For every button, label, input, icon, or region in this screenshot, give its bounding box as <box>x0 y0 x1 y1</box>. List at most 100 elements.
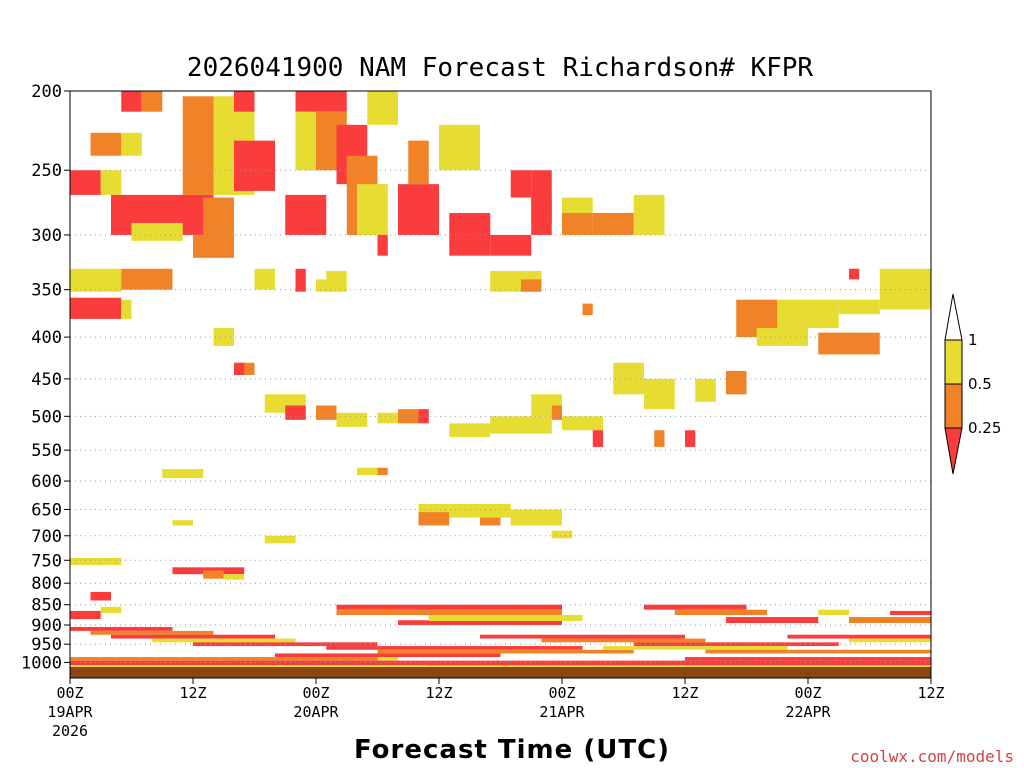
ri-cell-113 <box>480 634 685 639</box>
ri-cell-105 <box>90 630 214 635</box>
ri-cell-101 <box>818 609 849 616</box>
legend-arrow-bottom <box>944 427 963 475</box>
ri-cell-111 <box>275 653 501 658</box>
xtick-label-6-0: 00Z <box>794 684 821 702</box>
ri-cell-70 <box>613 362 644 395</box>
ytick-label-1000: 1000 <box>21 653 62 673</box>
ri-cell-24 <box>439 124 480 171</box>
xtick-label-0-1: 19APR <box>47 703 93 721</box>
xtick-label-5-0: 12Z <box>671 684 698 702</box>
color-legend: 1 0.5 0.25 <box>944 293 1001 475</box>
ri-cell-80 <box>418 512 450 526</box>
ri-cell-26 <box>449 212 491 256</box>
ytick-label-950: 950 <box>31 635 62 655</box>
ri-cell-13 <box>234 91 255 112</box>
ri-cell-0 <box>70 170 101 195</box>
ri-cell-116 <box>603 646 788 650</box>
ri-cell-14 <box>295 91 347 112</box>
ri-cell-117 <box>685 657 931 661</box>
ytick-label-400: 400 <box>31 328 62 348</box>
xtick-label-3-0: 12Z <box>425 684 452 702</box>
ri-cell-76 <box>162 469 204 479</box>
ri-cell-124 <box>70 665 931 667</box>
ri-cell-62 <box>418 409 429 424</box>
ri-cell-120 <box>849 638 931 643</box>
ri-cell-67 <box>551 405 562 420</box>
legend-label-0.5: 0.5 <box>968 375 992 393</box>
ri-cell-85 <box>172 520 193 526</box>
chart-title: 2026041900 NAM Forecast Richardson# KFPR <box>187 53 813 83</box>
ri-cell-21 <box>367 91 398 125</box>
ri-cell-73 <box>726 370 747 395</box>
ri-cell-78 <box>377 467 388 476</box>
plot-frame <box>69 90 932 679</box>
ri-cell-29 <box>510 170 532 198</box>
ri-cell-103 <box>890 610 931 616</box>
ri-cell-10 <box>141 91 163 112</box>
ri-cell-1 <box>100 170 122 195</box>
xtick-label-2-0: 00Z <box>302 684 329 702</box>
ri-cell-107 <box>152 638 296 643</box>
xtick-label-6-1: 22APR <box>785 703 831 721</box>
ri-cell-72 <box>695 378 716 402</box>
ri-cell-49 <box>838 299 880 315</box>
ri-cell-114 <box>541 638 706 643</box>
ri-cell-53 <box>756 328 808 346</box>
ri-cell-75 <box>685 430 696 447</box>
ri-cell-87 <box>70 557 122 565</box>
ri-cell-35 <box>377 234 388 256</box>
ri-cell-79 <box>418 503 450 515</box>
ri-cell-41 <box>295 268 306 292</box>
xtick-label-0-0: 00Z <box>56 684 83 702</box>
ytick-label-600: 600 <box>31 472 62 492</box>
ri-cell-56 <box>234 362 245 375</box>
ri-cell-90 <box>223 574 245 580</box>
ri-cell-74 <box>654 430 665 447</box>
ri-cell-71 <box>644 378 675 410</box>
ri-cell-106 <box>111 634 275 639</box>
ri-cell-16 <box>295 111 316 171</box>
ri-cell-77 <box>357 467 378 476</box>
xtick-label-0-2: 2026 <box>52 722 88 740</box>
heatmap-cells <box>70 91 931 667</box>
xtick-label-4-0: 00Z <box>548 684 575 702</box>
credit-text: coolwx.com/models <box>850 747 1014 766</box>
ri-cell-118 <box>705 649 931 654</box>
ri-cell-119 <box>787 634 931 639</box>
ri-cell-30 <box>531 170 552 235</box>
ri-cell-23 <box>408 140 429 185</box>
ri-cell-65 <box>490 416 552 434</box>
ri-cell-100 <box>726 617 819 624</box>
ri-cell-104 <box>70 626 173 631</box>
ri-cell-98 <box>644 604 747 610</box>
ri-cell-96 <box>398 620 562 626</box>
ri-cell-40 <box>254 268 275 290</box>
ri-cell-36 <box>70 268 122 292</box>
ytick-label-800: 800 <box>31 574 62 594</box>
ri-cell-59 <box>316 405 337 420</box>
ri-cell-95 <box>336 609 562 616</box>
ri-cell-84 <box>551 530 573 539</box>
ytick-label-900: 900 <box>31 616 62 636</box>
ri-cell-32 <box>562 212 593 235</box>
ytick-label-200: 200 <box>31 82 62 102</box>
ri-cell-46 <box>582 303 593 316</box>
ri-cell-12 <box>121 132 142 156</box>
ri-cell-51 <box>879 268 931 310</box>
ri-cell-60 <box>336 412 368 427</box>
ri-cell-43 <box>326 270 347 292</box>
ground-strip <box>70 667 931 678</box>
ri-cell-50 <box>849 268 860 280</box>
ri-cell-69 <box>592 430 603 447</box>
ri-cell-38 <box>70 297 122 319</box>
xtick-label-2-1: 20APR <box>293 703 339 721</box>
ri-cell-93 <box>100 606 122 613</box>
y-axis-ticks: 200 250 300 350 400 450 500 550 600 650 700 750 8008… <box>21 82 70 673</box>
ri-cell-94 <box>336 604 562 610</box>
ri-cell-8 <box>193 234 234 258</box>
ri-cell-64 <box>449 423 491 438</box>
ytick-label-650: 650 <box>31 500 62 520</box>
ri-cell-11 <box>90 132 122 156</box>
legend-swatch-0.25-0.5 <box>944 383 963 429</box>
